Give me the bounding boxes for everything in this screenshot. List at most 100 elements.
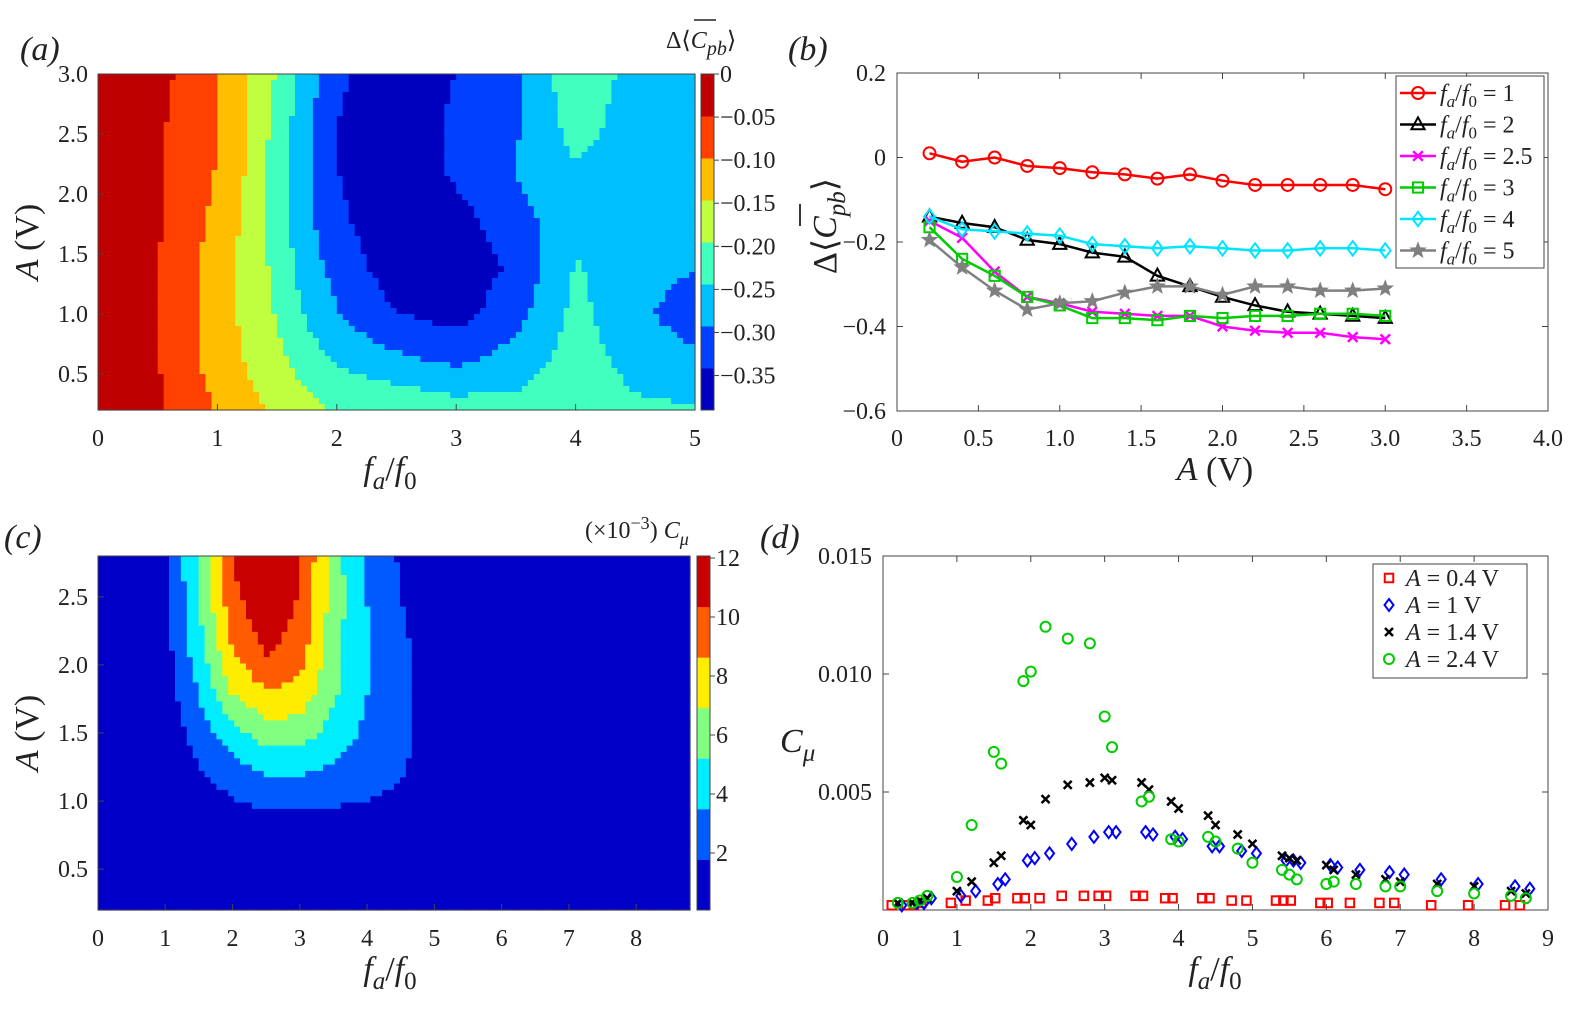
contour-cell	[503, 320, 511, 327]
contour-cell	[611, 242, 618, 249]
contour-cell	[295, 398, 302, 405]
contour-cell	[527, 104, 535, 111]
contour-cell	[289, 398, 296, 405]
contour-cell	[115, 128, 123, 135]
contour-cell	[545, 338, 553, 345]
contour-cell	[444, 290, 451, 297]
contour-cell	[271, 362, 278, 369]
contour-cell	[503, 92, 511, 99]
contour-cell	[450, 122, 457, 129]
contour-cell	[211, 164, 218, 171]
contour-cell	[623, 296, 630, 303]
contour-cell	[557, 212, 565, 219]
contour-cell	[145, 326, 153, 333]
contour-cell	[312, 302, 320, 309]
contour-cell	[289, 188, 296, 195]
contour-cell	[133, 320, 141, 327]
contour-cell	[396, 308, 404, 315]
contour-cell	[145, 110, 153, 117]
contour-cell	[235, 182, 242, 189]
contour-cell	[283, 284, 290, 291]
contour-cell	[247, 134, 254, 141]
contour-cell	[486, 230, 493, 237]
contour-cell	[121, 170, 129, 177]
contour-cell	[474, 116, 481, 123]
contour-cell	[396, 320, 404, 327]
contour-cell	[563, 104, 571, 111]
contour-cell	[366, 212, 374, 219]
contour-cell	[199, 380, 207, 387]
contour-cell	[330, 158, 338, 165]
contour-cell	[360, 350, 368, 357]
contour-cell	[289, 158, 296, 165]
contour-cell	[247, 392, 254, 399]
contour-cell	[456, 272, 463, 279]
contour-cell	[521, 92, 529, 99]
contour-cell	[599, 374, 607, 381]
contour-cell	[169, 140, 177, 147]
contour-cell	[503, 272, 511, 279]
contour-cell	[414, 242, 421, 249]
contour-cell	[271, 278, 278, 285]
contour-cell	[133, 272, 141, 279]
contour-cell	[444, 320, 451, 327]
contour-cell	[575, 146, 583, 153]
contour-cell	[486, 278, 493, 285]
contour-cell	[300, 74, 308, 81]
contour-cell	[283, 254, 290, 261]
contour-cell	[300, 320, 308, 327]
contour-cell	[312, 164, 320, 171]
contour-cell	[503, 140, 511, 147]
contour-cell	[235, 254, 242, 261]
contour-cell	[468, 344, 475, 351]
contour-cell	[503, 74, 511, 81]
contour-cell	[145, 350, 153, 357]
contour-cell	[229, 116, 236, 123]
contour-cell	[163, 104, 171, 111]
contour-cell	[617, 404, 624, 411]
contour-cell	[318, 392, 326, 399]
contour-cell	[474, 332, 481, 339]
contour-cell	[157, 134, 165, 141]
contour-cell	[181, 362, 189, 369]
contour-cell	[253, 254, 260, 261]
contour-cell	[533, 158, 541, 165]
contour-cell	[295, 344, 302, 351]
contour-cell	[133, 266, 141, 273]
contour-cell	[306, 278, 314, 285]
contour-cell	[438, 92, 445, 99]
contour-cell	[271, 374, 278, 381]
contour-cell	[348, 98, 356, 105]
contour-cell	[277, 164, 284, 171]
contour-cell	[235, 194, 242, 201]
contour-cell	[271, 224, 278, 231]
contour-cell	[581, 332, 589, 339]
contour-cell	[253, 386, 260, 393]
contour-cell	[581, 134, 589, 141]
contour-cell	[372, 86, 380, 93]
contour-cell	[330, 242, 338, 249]
contour-cell	[295, 146, 302, 153]
contour-cell	[593, 182, 601, 189]
contour-cell	[205, 110, 213, 117]
contour-cell	[199, 92, 207, 99]
contour-cell	[605, 116, 613, 123]
contour-cell	[539, 86, 547, 93]
contour-cell	[211, 302, 218, 309]
contour-cell	[127, 152, 135, 159]
contour-cell	[330, 302, 338, 309]
contour-cell	[408, 242, 416, 249]
contour-cell	[265, 116, 272, 123]
contour-cell	[539, 374, 547, 381]
contour-cell	[211, 308, 218, 315]
contour-cell	[366, 116, 374, 123]
contour-cell	[468, 350, 475, 357]
contour-cell	[623, 362, 630, 369]
contour-cell	[623, 260, 630, 267]
contour-cell	[396, 152, 404, 159]
contour-cell	[396, 386, 404, 393]
contour-cell	[390, 254, 398, 261]
contour-cell	[145, 386, 153, 393]
contour-cell	[378, 308, 386, 315]
contour-cell	[300, 158, 308, 165]
